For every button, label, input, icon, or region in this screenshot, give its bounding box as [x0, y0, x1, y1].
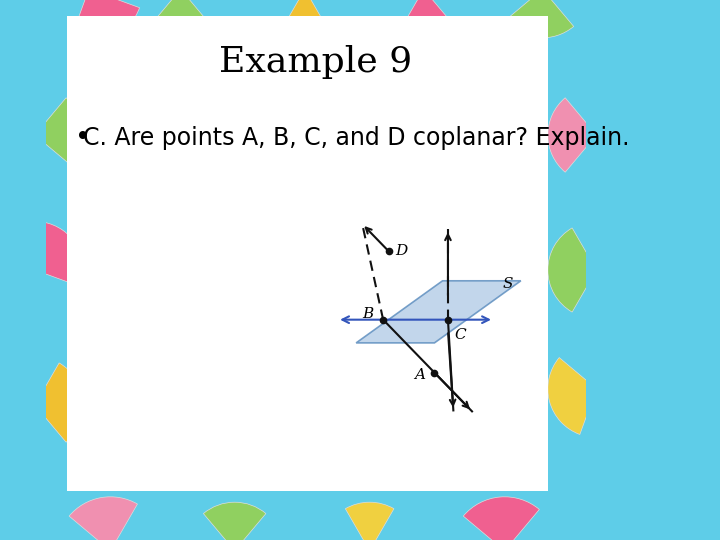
- Wedge shape: [150, 0, 212, 38]
- Text: B: B: [362, 307, 374, 321]
- Wedge shape: [204, 502, 266, 540]
- Text: D: D: [395, 244, 408, 258]
- Bar: [67, 16, 548, 108]
- Text: Example 9: Example 9: [219, 45, 413, 79]
- Text: C. Are points A, B, C, and D coplanar? Explain.: C. Are points A, B, C, and D coplanar? E…: [84, 126, 630, 150]
- Text: C: C: [454, 328, 466, 342]
- Wedge shape: [548, 228, 596, 312]
- Wedge shape: [283, 0, 326, 32]
- Text: A: A: [414, 368, 425, 382]
- Text: S: S: [502, 276, 513, 291]
- Polygon shape: [356, 281, 521, 343]
- Text: •: •: [76, 125, 91, 151]
- Wedge shape: [35, 222, 84, 287]
- Wedge shape: [505, 0, 574, 38]
- Wedge shape: [35, 363, 84, 442]
- Wedge shape: [35, 98, 84, 166]
- Wedge shape: [346, 502, 394, 540]
- Bar: [67, 16, 548, 491]
- Wedge shape: [69, 497, 138, 540]
- Wedge shape: [400, 0, 455, 38]
- Wedge shape: [548, 98, 596, 172]
- Wedge shape: [71, 0, 140, 43]
- Wedge shape: [548, 357, 596, 435]
- Wedge shape: [463, 497, 539, 540]
